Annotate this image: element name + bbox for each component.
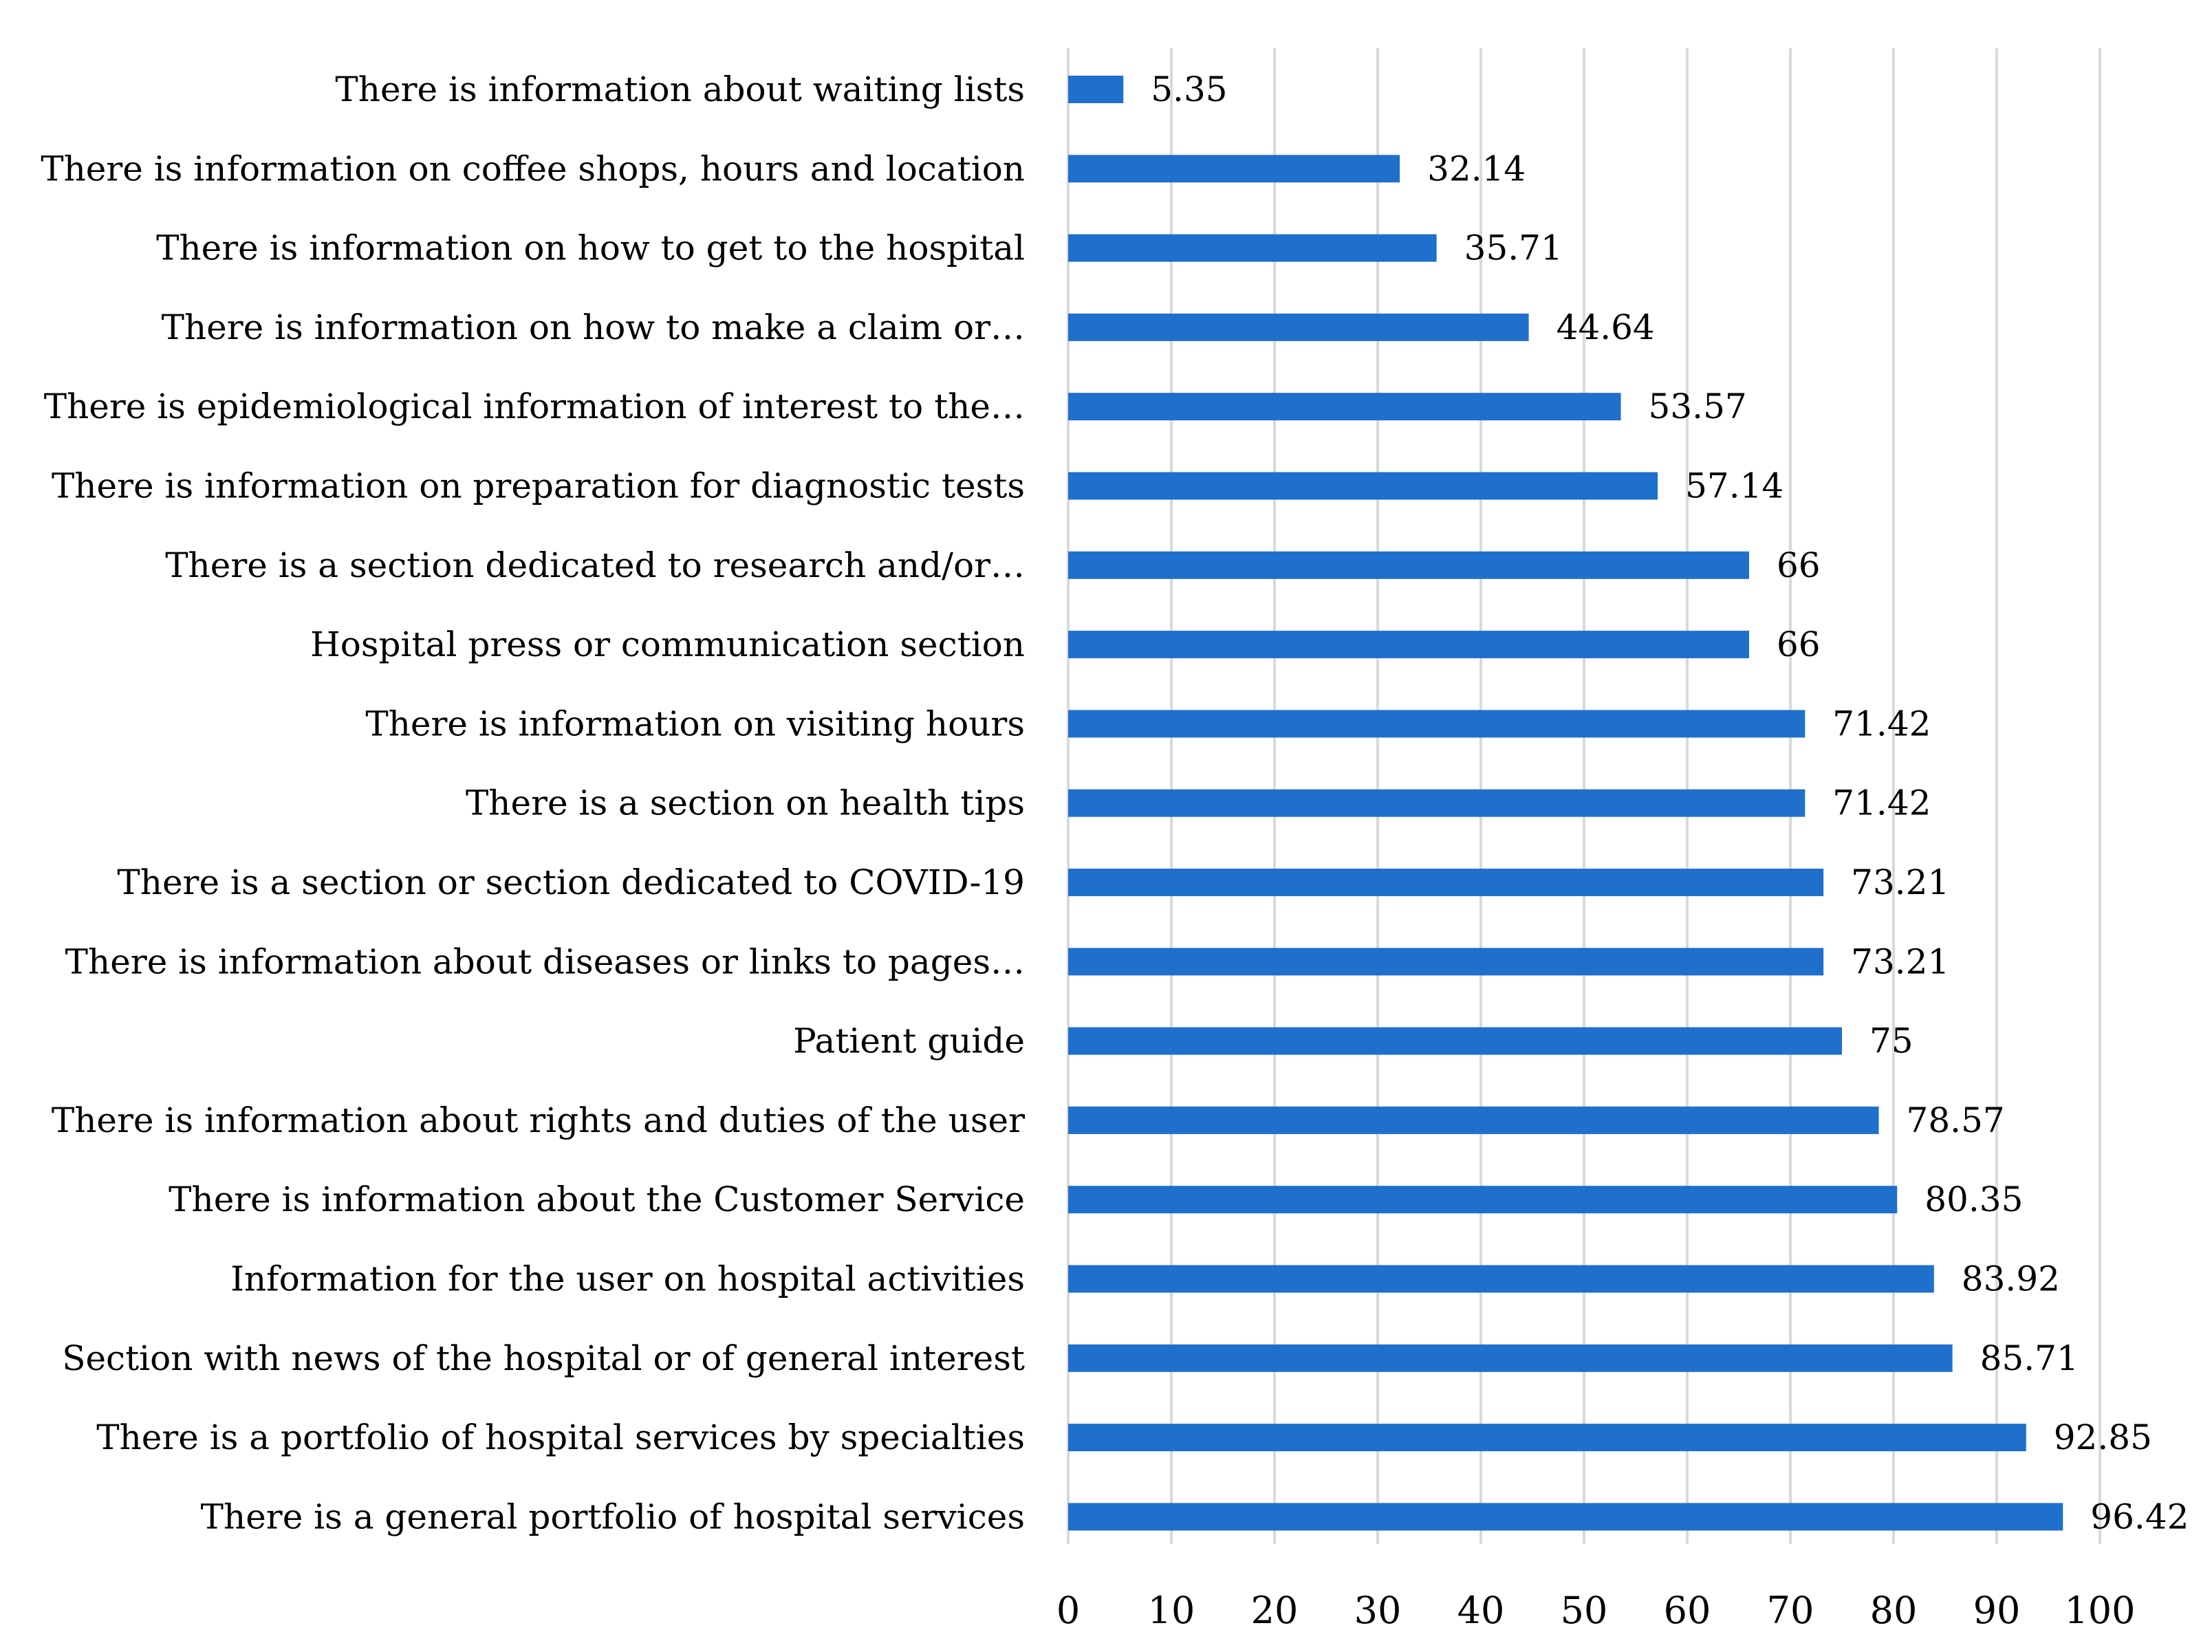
x-tick-label: 60 — [1664, 1589, 1711, 1632]
category-label: There is a section on health tips — [466, 783, 1025, 823]
category-labels: There is information about waiting lists… — [41, 69, 1025, 1536]
bar — [1068, 1186, 1898, 1214]
bar — [1068, 1106, 1879, 1134]
data-label: 44.64 — [1557, 307, 1655, 347]
x-tick-label: 0 — [1056, 1589, 1080, 1632]
x-tick-label: 10 — [1148, 1589, 1195, 1632]
category-label: There is information on how to make a cl… — [162, 307, 1025, 347]
bar — [1068, 1503, 2063, 1531]
bar — [1068, 234, 1437, 262]
data-label: 71.42 — [1832, 783, 1931, 823]
x-tick-label: 30 — [1354, 1589, 1402, 1632]
data-label: 92.85 — [2054, 1417, 2152, 1457]
data-label: 66 — [1777, 624, 1821, 664]
x-tick-label: 90 — [1973, 1589, 2021, 1632]
category-label: There is information on coffee shops, ho… — [41, 149, 1025, 188]
bar — [1068, 76, 1124, 103]
data-label: 66 — [1777, 545, 1821, 585]
data-label: 32.14 — [1427, 149, 1526, 188]
bar-layer — [1068, 76, 2063, 1531]
category-label: Hospital press or communication section — [310, 624, 1025, 664]
category-label: There is information about diseases or l… — [65, 942, 1025, 981]
category-label: Information for the user on hospital act… — [230, 1259, 1025, 1299]
bar — [1068, 155, 1400, 183]
data-label: 71.42 — [1832, 704, 1931, 743]
category-label: There is a portfolio of hospital service… — [96, 1417, 1025, 1457]
category-label: There is epidemiological information of … — [44, 387, 1025, 426]
bar — [1068, 631, 1749, 659]
category-label: There is information about waiting lists — [335, 69, 1025, 109]
category-label: There is information about the Customer … — [169, 1180, 1025, 1219]
data-label: 73.21 — [1851, 942, 1949, 981]
x-tick-label: 70 — [1767, 1589, 1814, 1632]
x-axis-ticks: 0 10 20 30 40 50 60 70 80 90 100 — [1056, 1589, 2136, 1632]
data-label: 5.35 — [1151, 69, 1227, 109]
category-label: There is information about rights and du… — [52, 1100, 1025, 1140]
value-labels: 5.35 32.14 35.71 44.64 53.57 57.14 66 66 71.42 71… — [1151, 69, 2189, 1536]
bar — [1068, 1027, 1842, 1055]
data-label: 80.35 — [1924, 1180, 2023, 1219]
category-label: There is a section dedicated to research… — [165, 545, 1025, 585]
bar — [1068, 948, 1824, 976]
bar — [1068, 551, 1749, 579]
x-tick-label: 20 — [1251, 1589, 1299, 1632]
bar — [1068, 393, 1621, 421]
category-label: Section with news of the hospital or of … — [62, 1338, 1025, 1378]
data-label: 83.92 — [1962, 1259, 2060, 1299]
x-tick-label: 40 — [1457, 1589, 1505, 1632]
data-label: 78.57 — [1907, 1100, 2005, 1140]
x-tick-label: 80 — [1870, 1589, 1918, 1632]
bar — [1068, 1424, 2026, 1452]
data-label: 85.71 — [1980, 1338, 2079, 1378]
data-label: 75 — [1869, 1021, 1913, 1061]
data-label: 73.21 — [1851, 862, 1949, 902]
bar — [1068, 472, 1658, 500]
data-label: 35.71 — [1464, 228, 1563, 268]
bar — [1068, 869, 1824, 896]
bar — [1068, 1265, 1934, 1293]
category-label: There is information on preparation for … — [52, 466, 1025, 506]
bar — [1068, 313, 1529, 341]
bar — [1068, 1344, 1953, 1372]
category-label: There is information on visiting hours — [365, 704, 1025, 743]
data-label: 57.14 — [1685, 466, 1783, 506]
data-label: 53.57 — [1649, 387, 1747, 426]
x-tick-label: 100 — [2064, 1589, 2135, 1632]
category-label: Patient guide — [793, 1021, 1025, 1061]
category-label: There is information on how to get to th… — [156, 228, 1025, 268]
category-label: There is a general portfolio of hospital… — [201, 1497, 1025, 1536]
x-tick-label: 50 — [1561, 1589, 1608, 1632]
bar — [1068, 710, 1806, 738]
bar — [1068, 789, 1806, 817]
data-label: 96.42 — [2090, 1497, 2189, 1536]
category-label: There is a section or section dedicated … — [117, 862, 1025, 902]
